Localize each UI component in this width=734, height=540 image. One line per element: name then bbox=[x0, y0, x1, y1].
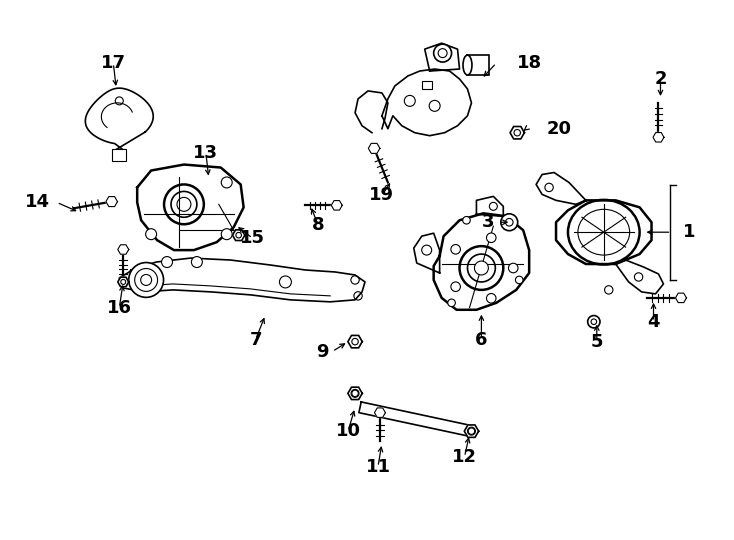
Polygon shape bbox=[85, 88, 153, 151]
Text: 20: 20 bbox=[547, 120, 572, 138]
Polygon shape bbox=[368, 143, 380, 153]
Circle shape bbox=[192, 256, 203, 267]
FancyBboxPatch shape bbox=[468, 55, 490, 75]
Polygon shape bbox=[233, 230, 245, 240]
Polygon shape bbox=[476, 197, 504, 217]
Polygon shape bbox=[374, 408, 385, 417]
Circle shape bbox=[221, 229, 232, 240]
Text: 2: 2 bbox=[654, 70, 666, 88]
Circle shape bbox=[462, 217, 470, 224]
Polygon shape bbox=[382, 69, 471, 136]
Text: 11: 11 bbox=[366, 458, 390, 476]
Text: 7: 7 bbox=[250, 330, 262, 349]
Circle shape bbox=[177, 198, 191, 211]
Polygon shape bbox=[510, 126, 524, 139]
Circle shape bbox=[451, 282, 460, 292]
Text: 4: 4 bbox=[647, 313, 660, 330]
Circle shape bbox=[451, 245, 460, 254]
Text: 1: 1 bbox=[683, 223, 696, 241]
Polygon shape bbox=[536, 172, 586, 204]
Text: 8: 8 bbox=[312, 216, 324, 234]
Text: 10: 10 bbox=[335, 422, 360, 440]
Text: 5: 5 bbox=[591, 333, 603, 350]
Polygon shape bbox=[434, 213, 529, 310]
Circle shape bbox=[509, 263, 518, 273]
Polygon shape bbox=[117, 245, 128, 254]
Circle shape bbox=[487, 233, 496, 242]
Circle shape bbox=[545, 183, 553, 192]
Circle shape bbox=[634, 273, 643, 281]
Polygon shape bbox=[359, 402, 473, 436]
Text: 18: 18 bbox=[517, 54, 542, 72]
Polygon shape bbox=[348, 387, 362, 400]
Text: 6: 6 bbox=[475, 330, 487, 349]
Text: 9: 9 bbox=[316, 342, 328, 361]
Circle shape bbox=[515, 276, 523, 284]
Polygon shape bbox=[117, 277, 128, 287]
Ellipse shape bbox=[463, 55, 472, 75]
Text: 16: 16 bbox=[106, 299, 132, 317]
Text: 15: 15 bbox=[240, 229, 265, 247]
Polygon shape bbox=[355, 91, 388, 133]
Circle shape bbox=[588, 315, 600, 328]
Text: 12: 12 bbox=[452, 448, 477, 466]
Text: 19: 19 bbox=[369, 186, 394, 204]
Ellipse shape bbox=[568, 200, 639, 265]
Circle shape bbox=[128, 262, 164, 298]
Circle shape bbox=[605, 286, 613, 294]
Circle shape bbox=[145, 229, 156, 240]
Circle shape bbox=[474, 261, 488, 275]
Polygon shape bbox=[106, 197, 117, 207]
Circle shape bbox=[422, 245, 432, 255]
Circle shape bbox=[221, 177, 232, 188]
Polygon shape bbox=[331, 200, 342, 210]
Text: 17: 17 bbox=[101, 54, 126, 72]
Circle shape bbox=[448, 299, 455, 307]
Circle shape bbox=[490, 202, 498, 210]
Polygon shape bbox=[653, 132, 664, 142]
Text: 13: 13 bbox=[193, 144, 218, 161]
Circle shape bbox=[434, 44, 451, 62]
Circle shape bbox=[135, 268, 158, 292]
Text: 3: 3 bbox=[482, 213, 494, 231]
Polygon shape bbox=[465, 425, 479, 437]
Polygon shape bbox=[348, 335, 362, 348]
Polygon shape bbox=[414, 233, 440, 273]
Polygon shape bbox=[616, 260, 664, 294]
Polygon shape bbox=[137, 165, 244, 250]
Polygon shape bbox=[675, 293, 686, 302]
FancyBboxPatch shape bbox=[422, 81, 432, 89]
Circle shape bbox=[161, 256, 172, 267]
Circle shape bbox=[501, 214, 517, 231]
Polygon shape bbox=[120, 258, 365, 302]
Polygon shape bbox=[425, 43, 459, 71]
Text: 14: 14 bbox=[25, 193, 50, 211]
Circle shape bbox=[487, 294, 496, 303]
Polygon shape bbox=[556, 200, 652, 264]
FancyBboxPatch shape bbox=[112, 148, 126, 160]
